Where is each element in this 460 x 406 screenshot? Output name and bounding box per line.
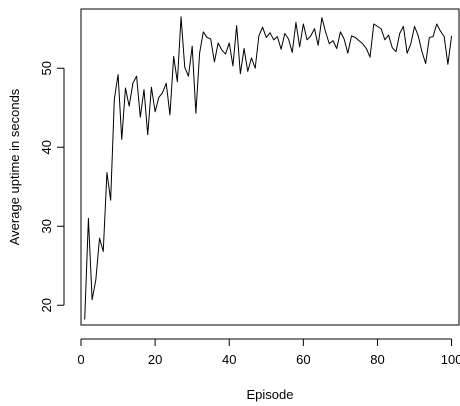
y-axis: 20 30 40 50	[39, 61, 65, 312]
plot-frame	[80, 8, 460, 326]
x-tick-label: 100	[441, 352, 460, 367]
y-tick-label: 30	[39, 219, 54, 233]
x-tick-label: 80	[370, 352, 384, 367]
x-tick-label: 20	[148, 352, 162, 367]
y-tick-label: 20	[39, 298, 54, 312]
y-tick-label: 40	[39, 140, 54, 154]
y-axis-title: Average uptime in seconds	[7, 88, 22, 245]
x-tick-label: 40	[222, 352, 236, 367]
x-axis: 0 20 40 60 80 100	[77, 338, 460, 367]
x-tick-label: 60	[296, 352, 310, 367]
x-axis-title: Episode	[247, 387, 294, 402]
series-layer	[84, 16, 453, 320]
x-tick-label: 0	[77, 352, 84, 367]
series-line	[84, 16, 453, 320]
y-tick-label: 50	[39, 61, 54, 75]
